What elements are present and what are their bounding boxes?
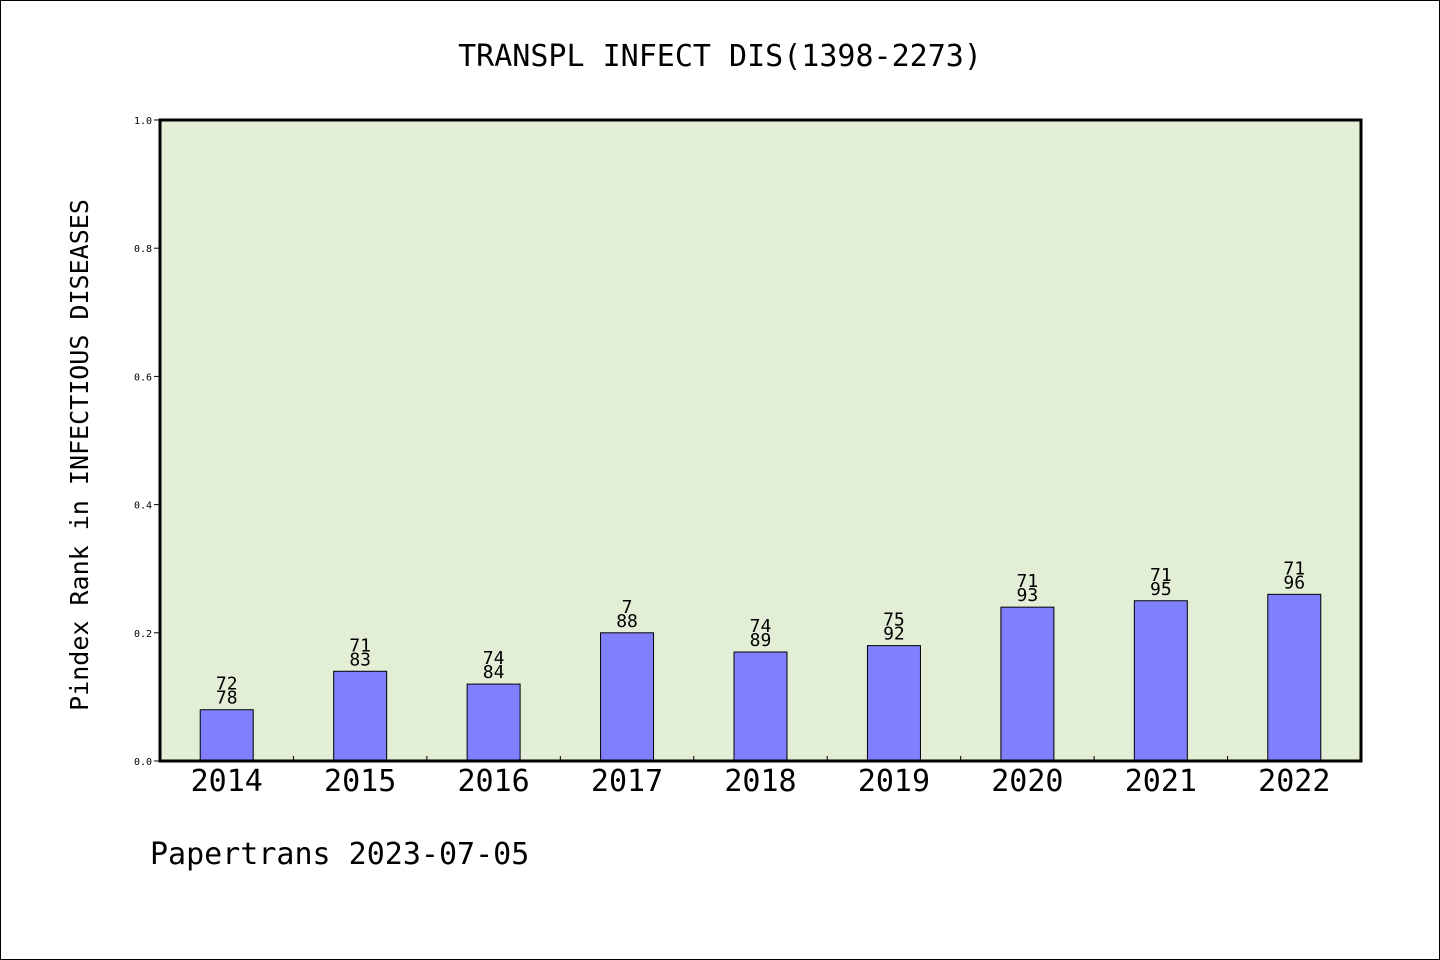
data-label-top: 71 (1283, 558, 1305, 579)
bar-2019 (866, 645, 921, 762)
y-axis-label: Pindex Rank in INFECTIOUS DISEASES (65, 199, 94, 711)
x-tick-label: 2016 (457, 764, 529, 799)
x-tick-label: 2014 (191, 764, 263, 799)
y-tick-label: 0.4 (134, 501, 152, 512)
plot-border (158, 118, 1363, 763)
data-label-top: 74 (483, 648, 505, 669)
data-label-bottom: 89 (750, 630, 772, 651)
data-label-top: 71 (349, 635, 371, 656)
y-tick-label: 0.6 (134, 372, 152, 383)
x-tick-label: 2018 (724, 764, 796, 799)
data-label-top: 7 (622, 597, 633, 618)
data-label-bottom: 84 (483, 662, 505, 683)
bar-2022 (1267, 593, 1322, 762)
x-tick-label: 2015 (324, 764, 396, 799)
data-label-top: 71 (1150, 565, 1172, 586)
data-label-bottom: 78 (216, 688, 238, 709)
data-label-bottom: 88 (616, 611, 638, 632)
data-label-top: 75 (883, 610, 905, 631)
x-axis-ticks: 2014 2015 2016 2017 2018 2019 2020 2021 2022 (191, 756, 1330, 799)
y-tick-label: 1.0 (134, 116, 152, 127)
x-tick-label: 2021 (1125, 764, 1197, 799)
data-label-bottom: 96 (1283, 572, 1305, 593)
data-label-bottom: 95 (1150, 579, 1172, 600)
data-label-top: 74 (750, 616, 772, 637)
bar-2017 (600, 632, 655, 762)
bar-2016 (466, 683, 521, 762)
bar-2018 (733, 651, 788, 762)
y-tick-label: 0.0 (134, 757, 152, 768)
data-label-bottom: 83 (349, 649, 371, 670)
x-tick-label: 2020 (991, 764, 1063, 799)
data-label-bottom: 92 (883, 624, 905, 645)
y-tick-label: 0.8 (134, 244, 152, 255)
x-tick-label: 2017 (591, 764, 663, 799)
bar-2021 (1133, 600, 1188, 762)
data-label-top: 71 (1017, 571, 1039, 592)
bar-2015 (333, 670, 388, 762)
x-tick-label: 2022 (1258, 764, 1330, 799)
bar-2014 (199, 709, 254, 762)
data-label-bottom: 93 (1017, 585, 1039, 606)
x-tick-label: 2019 (858, 764, 930, 799)
chart-title: TRANSPL INFECT DIS(1398-2273) (458, 39, 982, 74)
bar-2020 (1000, 606, 1055, 762)
footer-credit: Papertrans 2023-07-05 (150, 837, 529, 872)
data-label-top: 72 (216, 674, 238, 695)
y-axis-ticks: 0.0 0.2 0.4 0.6 0.8 1.0 (134, 116, 160, 768)
y-tick-label: 0.2 (134, 629, 152, 640)
